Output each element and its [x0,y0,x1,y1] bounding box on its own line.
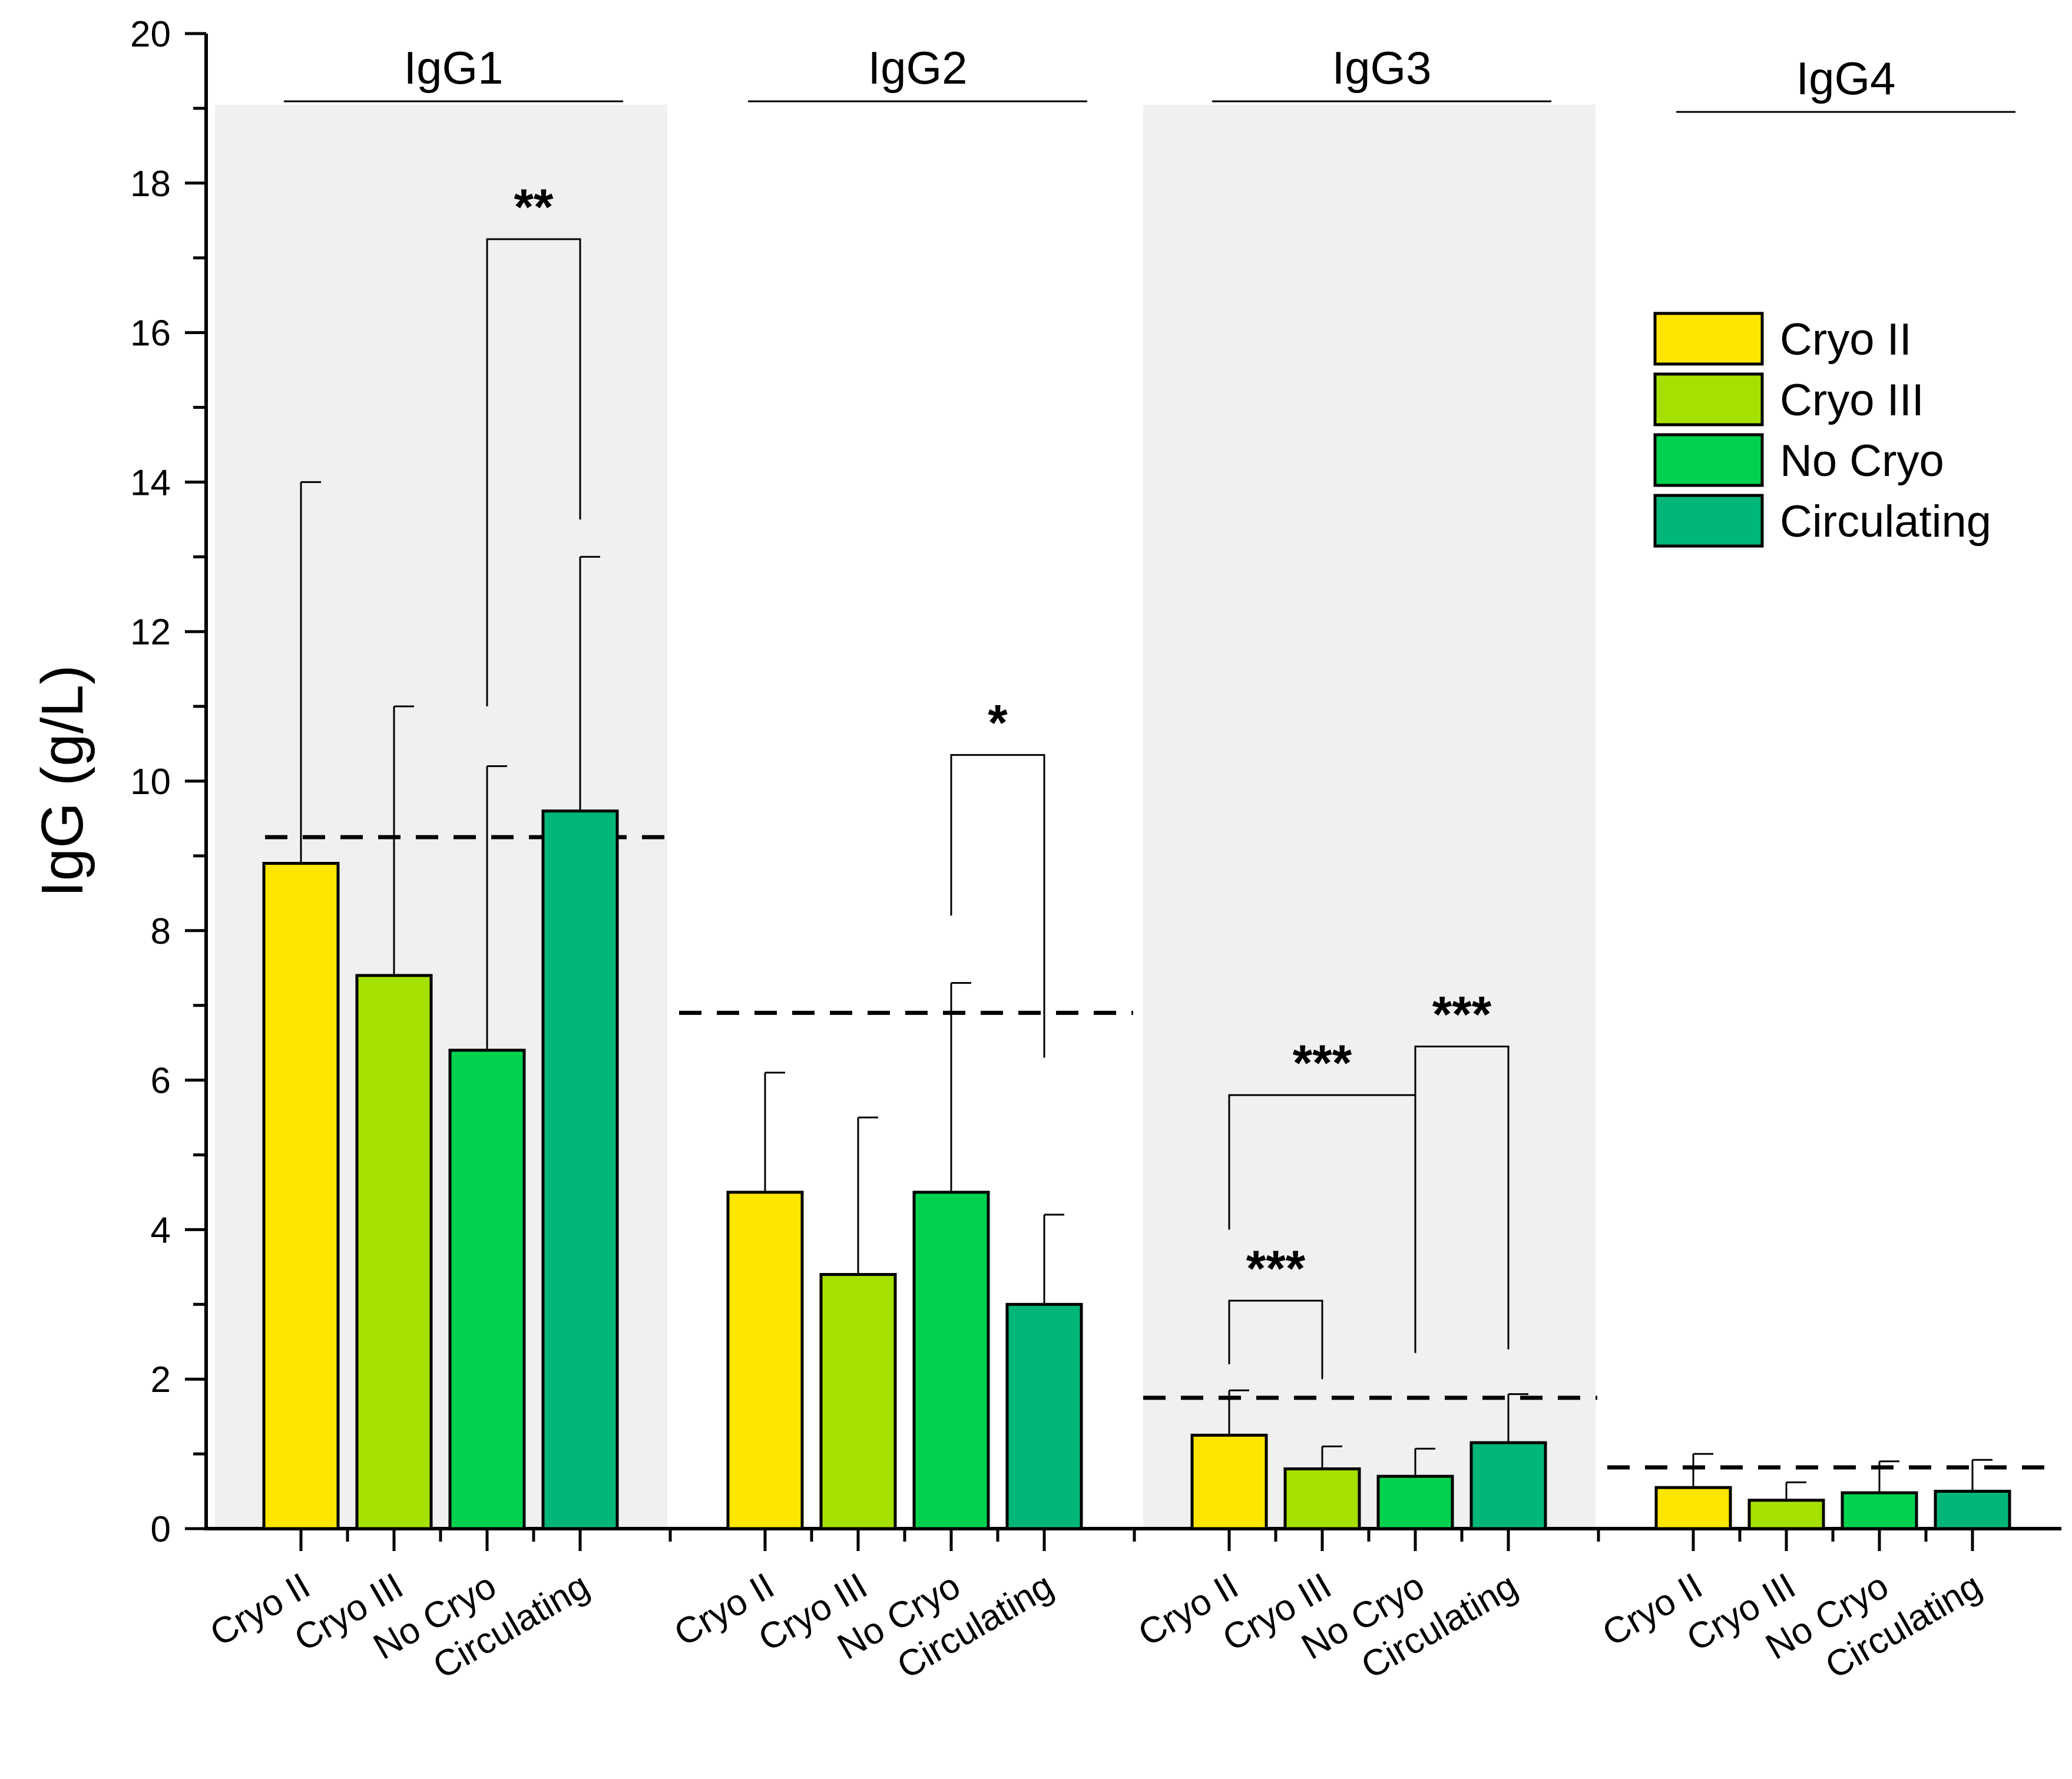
y-tick-label: 16 [130,313,171,354]
panel-shade-igg3 [1143,104,1596,1529]
legend-swatch-cryo-ii [1653,312,1764,366]
bar-igg4-cryo-iii [1747,1499,1825,1530]
y-axis-title: IgG (g/L) [29,665,95,898]
significance-label: *** [1246,1241,1306,1297]
legend-swatch-no-cryo [1653,433,1764,487]
bar-igg4-cryo-ii [1654,1486,1732,1530]
bar-igg4-circulating [1934,1490,2011,1530]
significance-bracket [950,754,1045,1058]
y-tick-label: 2 [151,1360,171,1400]
y-tick-label: 12 [130,612,171,653]
bar-igg3-no-cryo [1376,1474,1454,1530]
significance-label: *** [1293,1035,1352,1092]
group-label-igg4: IgG4 [1796,52,1895,104]
bar-igg2-circulating [1005,1302,1083,1530]
y-tick-label: 8 [151,911,171,952]
significance-label: ** [514,179,554,236]
group-label-igg3: IgG3 [1332,42,1431,94]
y-tick-label: 6 [151,1061,171,1102]
legend-swatch-circulating [1653,494,1764,548]
bar-igg1-cryo-iii [355,974,433,1530]
bar-igg2-cryo-iii [819,1273,897,1530]
bar-igg2-cryo-ii [726,1191,804,1530]
y-tick-label: 20 [130,14,171,55]
legend-label-cryo-iii: Cryo III [1780,375,1924,425]
significance-bracket [486,238,581,707]
significance-label: * [988,695,1008,752]
bar-igg4-no-cryo [1841,1491,1918,1530]
y-tick-label: 18 [130,164,171,204]
significance-bracket [1228,1094,1416,1353]
bar-igg1-cryo-ii [262,862,340,1530]
legend-swatch-cryo-iii [1653,372,1764,426]
group-label-igg1: IgG1 [403,42,503,94]
y-tick-label: 10 [130,762,171,802]
bar-igg1-circulating [541,809,619,1530]
bar-igg1-no-cryo [448,1049,526,1530]
significance-label: *** [1432,986,1492,1043]
significance-bracket [1414,1045,1510,1350]
y-tick-label: 14 [130,462,171,503]
bar-igg3-cryo-iii [1283,1467,1361,1530]
bar-igg2-no-cryo [912,1191,990,1530]
group-label-igg2: IgG2 [868,42,967,94]
bar-igg3-cryo-ii [1190,1433,1268,1530]
legend-label-circulating: Circulating [1780,497,1991,547]
y-tick-label: 4 [151,1210,171,1251]
bar-igg3-circulating [1469,1441,1547,1530]
legend-label-no-cryo: No Cryo [1780,436,1944,486]
y-tick-label: 0 [151,1509,171,1550]
significance-bracket [1228,1299,1323,1380]
legend-label-cryo-ii: Cryo II [1780,315,1912,365]
